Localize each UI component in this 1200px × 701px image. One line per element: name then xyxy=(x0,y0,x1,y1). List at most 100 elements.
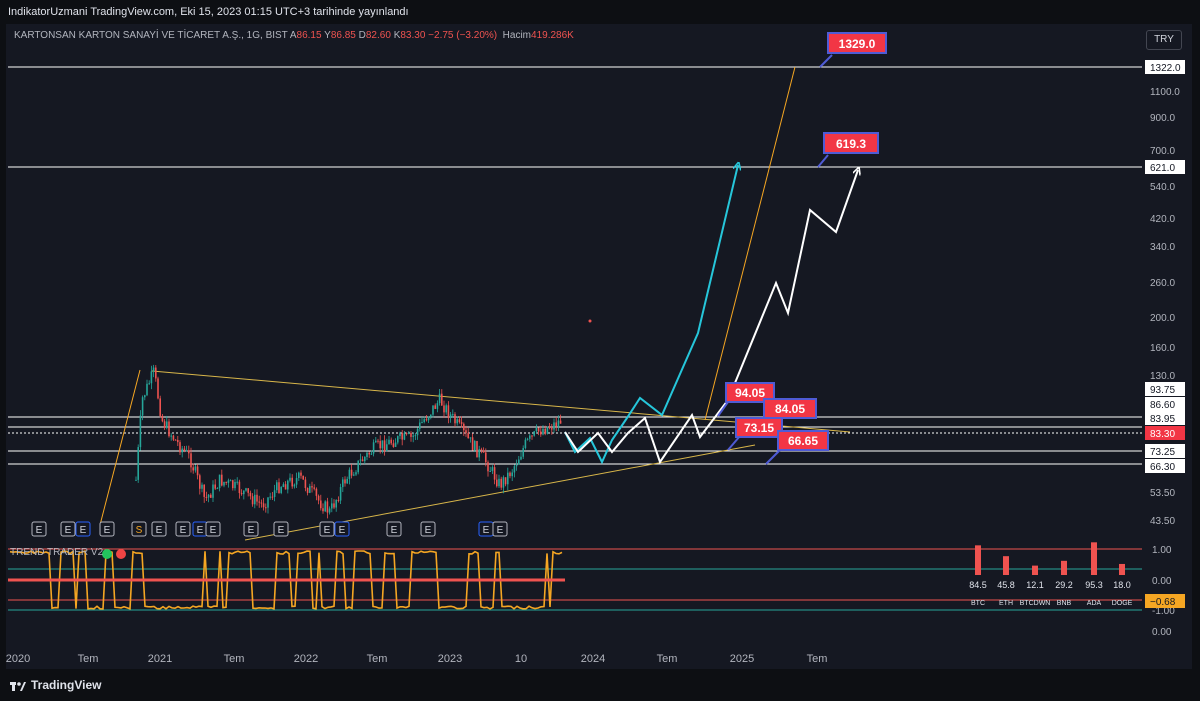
indicator-table-bar xyxy=(1061,560,1067,575)
symbol-legend: KARTONSAN KARTON SANAYİ VE TİCARET A.Ş.,… xyxy=(14,30,574,41)
earnings-marker[interactable]: E xyxy=(205,521,221,537)
candle-body xyxy=(482,450,485,453)
candle-body xyxy=(245,488,247,491)
candle-body xyxy=(344,479,346,484)
target-callout-619[interactable]: 619.3 xyxy=(823,132,879,154)
earnings-marker[interactable]: E xyxy=(243,521,259,537)
earnings-marker[interactable]: E xyxy=(478,521,494,537)
candle-body xyxy=(559,420,562,424)
candle-body xyxy=(377,440,379,442)
candle-body xyxy=(199,475,201,489)
close-label: K xyxy=(393,30,401,41)
earnings-marker[interactable]: E xyxy=(175,521,191,537)
candle-body xyxy=(463,423,465,431)
target-callout-84[interactable]: 84.05 xyxy=(763,398,817,419)
earnings-marker[interactable]: E xyxy=(75,521,91,537)
target-callout-1329[interactable]: 1329.0 xyxy=(827,32,887,54)
earnings-marker[interactable]: E xyxy=(151,521,167,537)
candle-body xyxy=(531,435,533,437)
candle-body xyxy=(386,444,388,452)
candle-body xyxy=(302,475,304,480)
candle-body xyxy=(166,421,168,428)
target-callout-94[interactable]: 94.05 xyxy=(725,382,775,403)
target-callout-66[interactable]: 66.65 xyxy=(777,430,829,451)
svg-text:E: E xyxy=(210,525,217,536)
target-callout-73[interactable]: 73.15 xyxy=(735,417,783,438)
candle-body xyxy=(533,431,535,436)
price-axis[interactable]: 1322.0 1100.0 900.0 700.0 621.0 540.0 420.0 340… xyxy=(1145,60,1185,527)
earnings-marker[interactable]: E xyxy=(386,521,402,537)
price-axis-label: 700.0 xyxy=(1150,146,1175,157)
currency-button[interactable]: TRY xyxy=(1146,30,1182,50)
candle-body xyxy=(313,487,315,489)
candle-body xyxy=(403,433,406,440)
price-axis-label: 53.50 xyxy=(1150,488,1175,499)
candle-body xyxy=(383,440,386,452)
candle-body xyxy=(139,415,142,448)
price-axis-label: 83.95 xyxy=(1150,414,1175,425)
candle-body xyxy=(280,487,282,493)
candle-body xyxy=(157,378,159,399)
candle-body xyxy=(183,448,186,451)
candle-body xyxy=(368,452,370,455)
earnings-marker[interactable]: E xyxy=(60,521,76,537)
earnings-marker[interactable]: E xyxy=(420,521,436,537)
tradingview-logo[interactable]: TradingView xyxy=(10,678,101,692)
earnings-marker[interactable]: E xyxy=(99,521,115,537)
high-label: Y xyxy=(324,30,331,41)
candle-body xyxy=(414,435,417,437)
svg-text:E: E xyxy=(180,525,187,536)
time-axis-label: 2024 xyxy=(581,653,605,665)
candle-body xyxy=(188,450,190,454)
ind-status-green-icon xyxy=(102,549,112,559)
candle-body xyxy=(410,432,412,437)
candle-body xyxy=(489,470,491,472)
earnings-marker[interactable]: E xyxy=(192,521,208,537)
svg-text:E: E xyxy=(80,525,87,536)
candle-body xyxy=(485,452,487,463)
time-axis-label: Tem xyxy=(657,653,678,665)
volume-value: 419.286K xyxy=(531,30,574,41)
earnings-marker[interactable]: E xyxy=(492,521,508,537)
earnings-marker[interactable]: E xyxy=(273,521,289,537)
earnings-marker[interactable]: E xyxy=(31,521,47,537)
candle-body xyxy=(346,478,348,484)
price-axis-label: 1322.0 xyxy=(1150,63,1181,74)
indicator-table-name: ETH xyxy=(999,600,1013,607)
candle-body xyxy=(469,437,472,439)
candle-body xyxy=(456,419,458,424)
svg-text:E: E xyxy=(104,525,111,536)
candle-body xyxy=(392,443,395,447)
candle-body xyxy=(214,484,216,489)
candle-body xyxy=(397,436,399,443)
candle-body xyxy=(269,496,271,498)
candle-body xyxy=(436,403,439,409)
price-axis-label: 621.0 xyxy=(1150,163,1175,174)
candle-body xyxy=(537,427,540,432)
candle-body xyxy=(150,371,153,384)
candle-body xyxy=(324,501,326,512)
time-axis-label: Tem xyxy=(807,653,828,665)
price-axis-label: 900.0 xyxy=(1150,113,1175,124)
candle-body xyxy=(419,422,421,429)
earnings-marker[interactable]: E xyxy=(319,521,335,537)
ind-status-red-icon xyxy=(116,549,126,559)
candle-body xyxy=(238,481,241,494)
change-value: −2.75 (−3.20%) xyxy=(428,30,498,41)
earnings-marker[interactable]: E xyxy=(334,521,350,537)
callout-connector xyxy=(717,401,729,417)
candle-body xyxy=(205,496,208,498)
candle-body xyxy=(443,405,445,413)
callout-connector xyxy=(819,54,833,68)
svg-text:E: E xyxy=(197,525,204,536)
candle-body xyxy=(287,480,289,490)
price-axis-label: 340.0 xyxy=(1150,242,1175,253)
candle-body xyxy=(379,441,381,449)
time-axis[interactable]: 2020 Tem 2021 Tem 2022 Tem 2023 10 2024 Tem 2025 Te… xyxy=(6,653,828,665)
earnings-marker[interactable]: S xyxy=(131,521,147,537)
svg-text:E: E xyxy=(156,525,163,536)
candle-body xyxy=(289,477,291,481)
candle-body xyxy=(276,482,278,491)
